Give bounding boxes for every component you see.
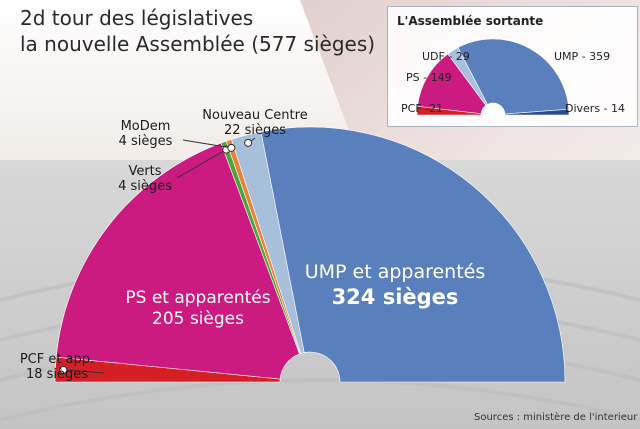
label-pcf-seats: 18 sièges bbox=[25, 367, 89, 382]
inset-hemicycle-chart bbox=[416, 38, 570, 116]
inset-label-pcf: PCF -21 bbox=[401, 102, 444, 115]
inset-label-ps: PS - 149 bbox=[406, 71, 452, 84]
inset-label-ump: UMP - 359 bbox=[554, 50, 611, 63]
previous-assembly-inset: L'Assemblée sortante UDF - 29 PS - 149 P… bbox=[387, 6, 638, 127]
main-slice-ump-et-apparentes bbox=[260, 126, 566, 383]
label-modem: MoDem 4 sièges bbox=[108, 119, 183, 149]
leader-dot-modem bbox=[227, 143, 236, 152]
leader-line-modem bbox=[182, 139, 232, 149]
leader-line-verts bbox=[176, 149, 227, 179]
inset-slice-ps bbox=[417, 53, 487, 114]
chart-title-line1: 2d tour des législatives bbox=[20, 6, 254, 30]
label-ps-name: PS et apparentés bbox=[125, 288, 271, 308]
chart-title-line2: la nouvelle Assemblée (577 sièges) bbox=[20, 32, 376, 56]
label-ump: UMP et apparentés 324 sièges bbox=[282, 260, 508, 310]
label-pcf-name: PCF et app. bbox=[19, 352, 95, 367]
label-verts-seats: 4 sièges bbox=[118, 179, 172, 194]
label-pcf: PCF et app. 18 sièges bbox=[8, 352, 106, 382]
inset-label-udf: UDF - 29 bbox=[422, 50, 470, 63]
label-nc-seats: 22 sièges bbox=[223, 123, 287, 138]
leader-dot-nouveau-centre bbox=[244, 138, 253, 147]
leader-dot-pcf-et-app bbox=[59, 365, 68, 374]
label-ps-seats: 205 sièges bbox=[152, 309, 244, 329]
label-verts-name: Verts bbox=[128, 164, 162, 179]
source-note: Sources : ministère de l'interieur bbox=[474, 412, 638, 423]
inset-title: L'Assemblée sortante bbox=[397, 14, 544, 28]
inset-slice-ump bbox=[457, 38, 570, 115]
inset-label-divers: Divers - 14 bbox=[565, 102, 626, 115]
label-modem-seats: 4 sièges bbox=[118, 134, 173, 149]
label-modem-name: MoDem bbox=[120, 119, 171, 134]
label-nouveau-centre: Nouveau Centre 22 sièges bbox=[200, 108, 310, 138]
label-ump-seats: 324 sièges bbox=[331, 285, 459, 309]
label-verts: Verts 4 sièges bbox=[110, 164, 180, 194]
label-nc-name: Nouveau Centre bbox=[202, 108, 308, 123]
label-ps: PS et apparentés 205 sièges bbox=[108, 288, 288, 330]
inset-slice-divers bbox=[504, 108, 570, 116]
label-ump-name: UMP et apparentés bbox=[304, 261, 486, 283]
main-slice-ps-et-apparentes bbox=[55, 142, 300, 380]
leader-line-pcf-et-app bbox=[63, 369, 105, 374]
